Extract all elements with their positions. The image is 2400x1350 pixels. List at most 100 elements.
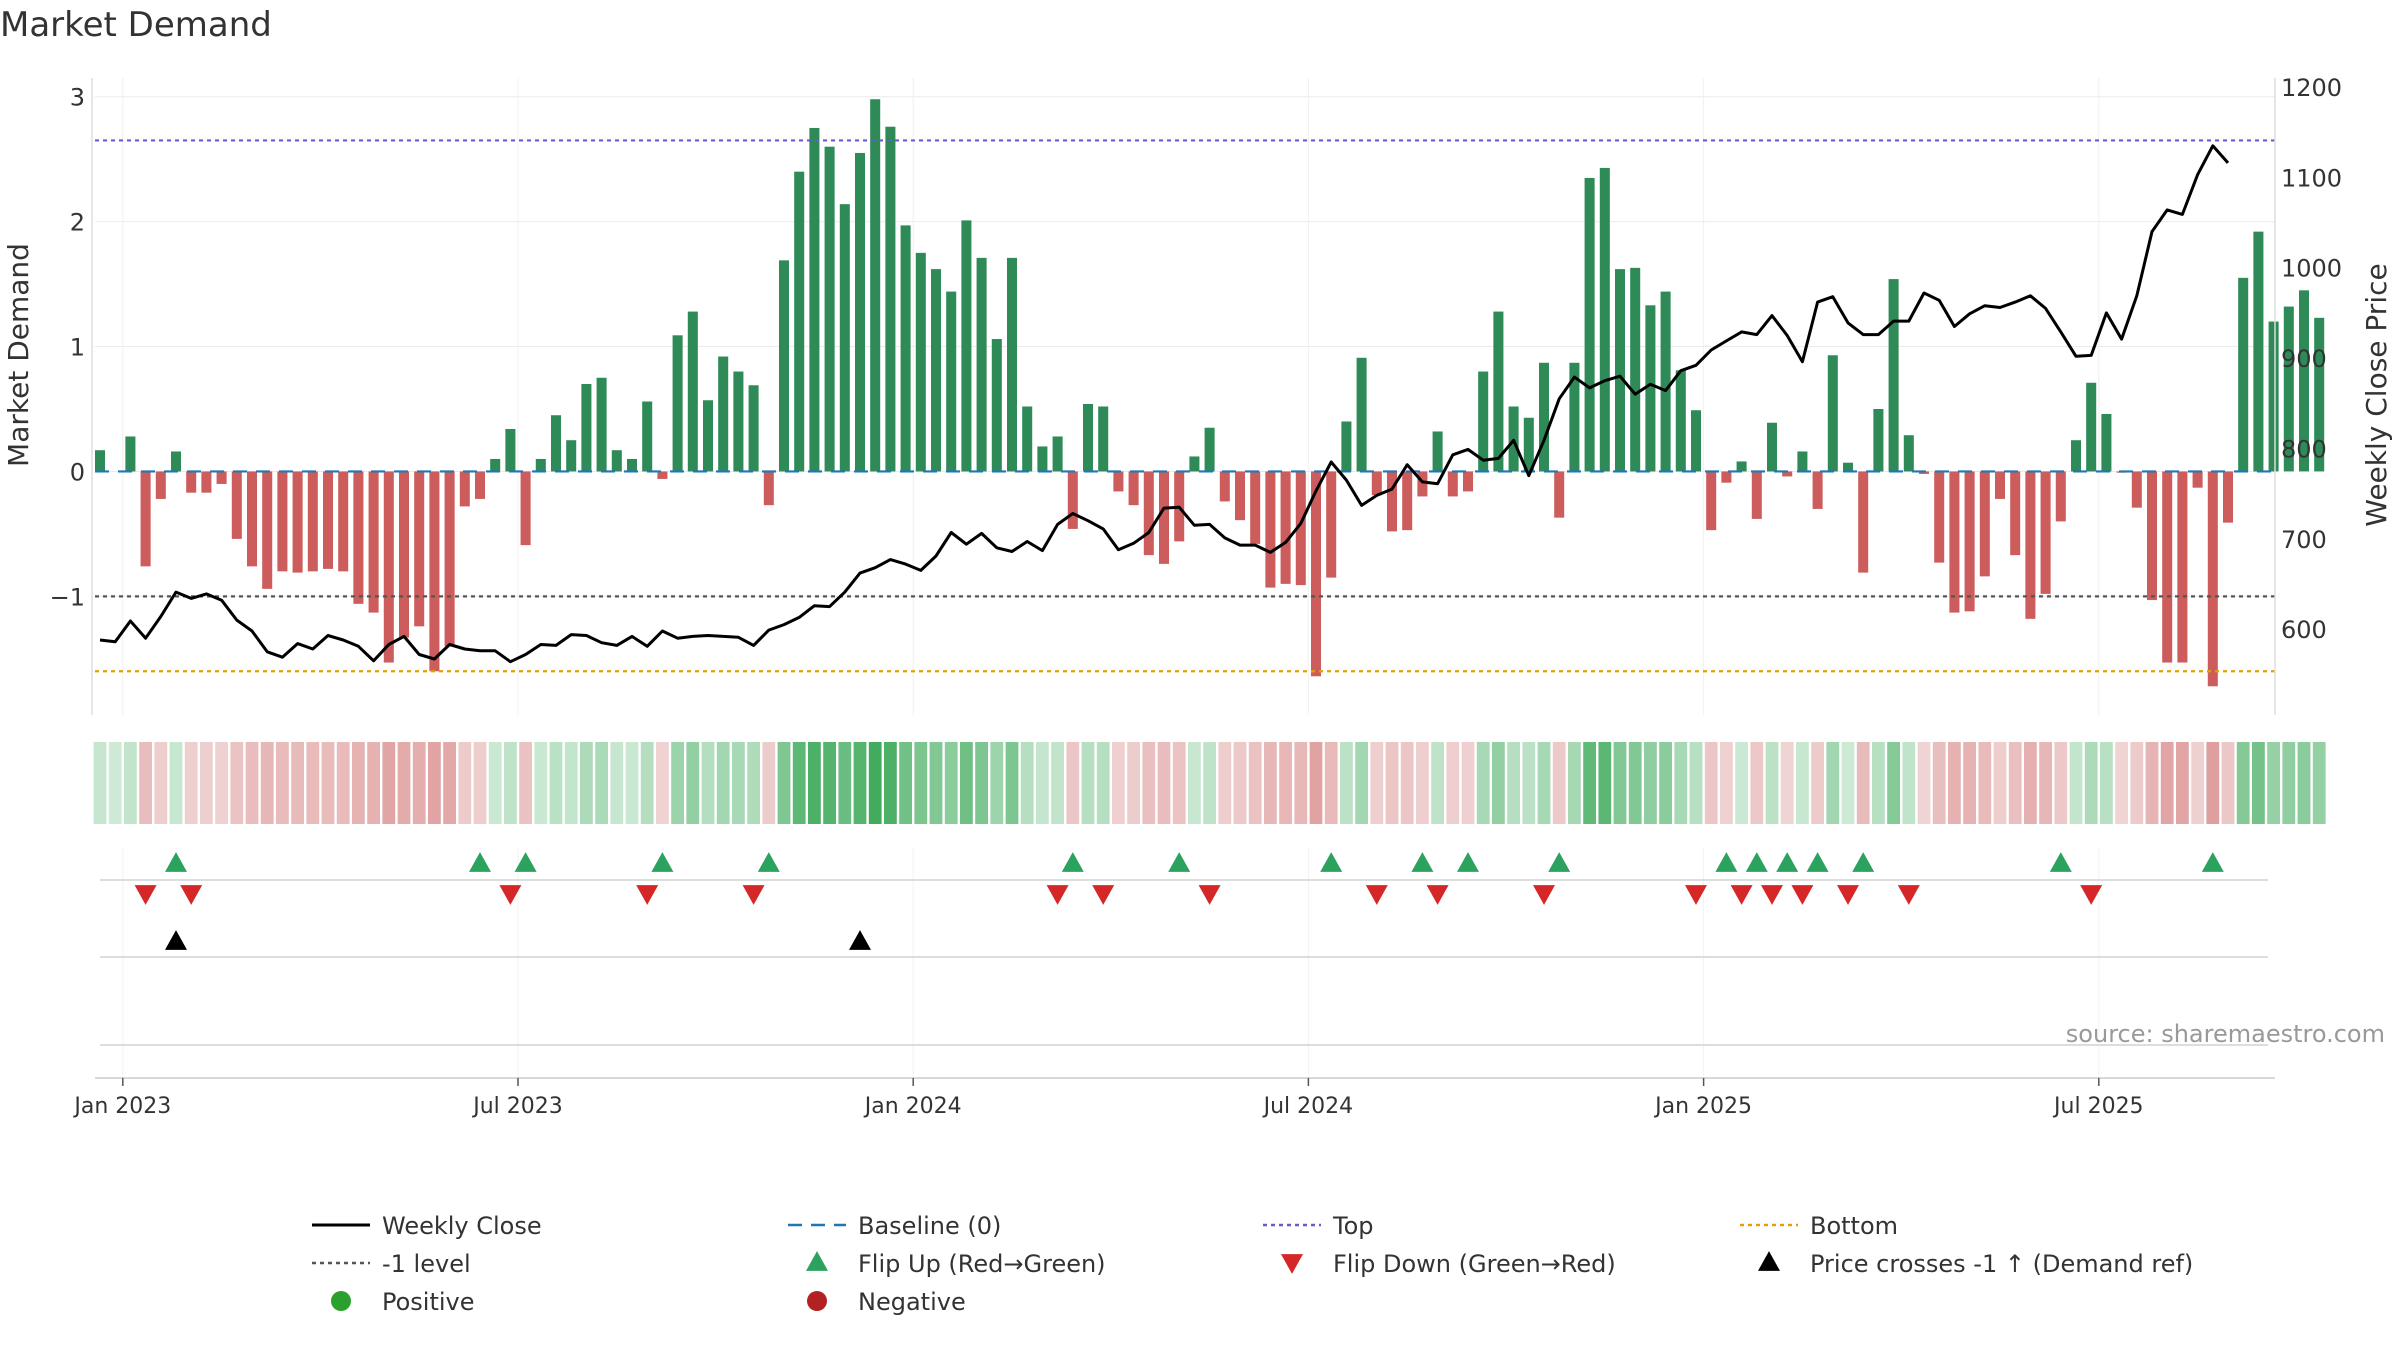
demand-bar <box>702 400 714 472</box>
heat-cell <box>2084 742 2098 824</box>
demand-bar <box>1736 461 1747 472</box>
demand-bar <box>1538 362 1550 472</box>
heat-cell <box>1461 742 1475 824</box>
heat-cell <box>2069 742 2083 824</box>
heat-cell <box>899 742 912 824</box>
heat-cell <box>1735 742 1748 824</box>
flip-up-marker <box>1548 852 1571 872</box>
demand-bar <box>1189 456 1200 472</box>
demand-bar <box>1888 279 1899 472</box>
demand-bar <box>322 471 334 569</box>
heat-cell <box>1066 742 1080 824</box>
heat-cell <box>1659 742 1672 824</box>
y-tick-label: 3 <box>70 84 85 112</box>
demand-bar <box>2040 471 2051 594</box>
demand-bar <box>642 401 653 472</box>
heat-cell <box>488 742 502 824</box>
heat-cell <box>1765 742 1779 824</box>
y2-tick-label: 1100 <box>2281 164 2342 192</box>
demand-bar <box>353 471 364 604</box>
legend-swatch <box>1758 1251 1780 1271</box>
demand-bar <box>1614 269 1626 472</box>
heat-cell <box>1993 742 2007 824</box>
demand-bar <box>1462 471 1474 492</box>
flip-down-marker <box>1365 885 1388 905</box>
heat-cell <box>352 742 365 824</box>
heat-cell <box>1157 742 1171 824</box>
heat-cell <box>1476 742 1490 824</box>
heat-cell <box>1811 742 1824 824</box>
demand-bar <box>809 127 820 472</box>
y-tick-label: 1 <box>70 334 85 362</box>
demand-bar <box>368 471 379 613</box>
legend: Weekly Close Baseline (0) Top Bottom -1 leve… <box>312 1212 2193 1316</box>
heat-cell <box>2252 742 2265 824</box>
heat-cell <box>2100 742 2113 824</box>
demand-bar <box>1979 471 1990 577</box>
demand-bar <box>2268 321 2279 472</box>
heat-cell <box>1507 742 1520 824</box>
demand-bar <box>1417 471 1428 497</box>
heat-cell <box>124 742 137 824</box>
y-axis-label: Market Demand <box>2 243 35 467</box>
flip-up-marker <box>165 852 187 872</box>
legend-label: Bottom <box>1810 1212 1898 1240</box>
demand-bar <box>1098 406 1109 472</box>
heat-cell <box>1264 742 1277 824</box>
flip-down-marker <box>1685 885 1707 905</box>
legend-swatch <box>331 1291 351 1311</box>
heat-cell <box>1248 742 1262 824</box>
demand-bar <box>1310 471 1322 677</box>
y-tick-label: 2 <box>70 209 85 237</box>
demand-bar <box>1994 471 2006 499</box>
demand-bar <box>1478 371 1489 472</box>
demand-bar <box>1037 446 1048 472</box>
x-tick-label: Jan 2023 <box>72 1094 171 1119</box>
heat-cell <box>458 742 472 824</box>
demand-bar <box>991 339 1002 472</box>
demand-bar <box>550 415 562 472</box>
heat-cell <box>792 742 806 824</box>
demand-bar <box>246 471 258 567</box>
demand-bar <box>2025 471 2036 619</box>
heat-cell <box>1704 742 1718 824</box>
heat-cell <box>473 742 487 824</box>
heat-cell <box>291 742 304 824</box>
demand-bar <box>398 471 410 638</box>
demand-bar <box>2238 277 2249 472</box>
heat-cell <box>260 742 274 824</box>
demand-bar <box>1022 406 1033 472</box>
demand-bar <box>854 152 866 472</box>
legend-label: -1 level <box>382 1250 471 1278</box>
demand-bar <box>1326 471 1337 578</box>
heat-cell <box>868 742 882 824</box>
heat-cell <box>1689 742 1703 824</box>
demand-bar <box>1751 471 1762 519</box>
heat-cell <box>215 742 228 824</box>
heat-cell <box>1340 742 1353 824</box>
demand-bar <box>870 99 881 472</box>
demand-bar <box>2055 471 2066 522</box>
heat-cell <box>944 742 958 824</box>
flip-down-marker <box>1730 885 1753 905</box>
heat-cell <box>686 742 700 824</box>
demand-bar <box>596 377 607 472</box>
demand-bar <box>1113 471 1124 492</box>
legend-label: Flip Up (Red→Green) <box>858 1250 1106 1278</box>
demand-bar <box>2070 440 2082 472</box>
demand-bar <box>2283 306 2294 472</box>
signal-markers <box>100 852 2268 1046</box>
flip-up-marker <box>757 852 780 872</box>
demand-bar <box>1523 417 1534 472</box>
x-tick-label: Jul 2024 <box>1262 1094 1354 1119</box>
flip-down-marker <box>1533 885 1555 905</box>
demand-bar <box>444 471 455 647</box>
demand-bar <box>1569 362 1580 472</box>
legend-label: Positive <box>382 1288 475 1316</box>
heat-cell <box>1948 742 1961 824</box>
heat-cell <box>1613 742 1627 824</box>
x-tick-label: Jan 2025 <box>1653 1094 1752 1119</box>
heat-cell <box>412 742 426 824</box>
demand-bar <box>1356 357 1367 472</box>
x-tick-label: Jan 2024 <box>863 1094 962 1119</box>
